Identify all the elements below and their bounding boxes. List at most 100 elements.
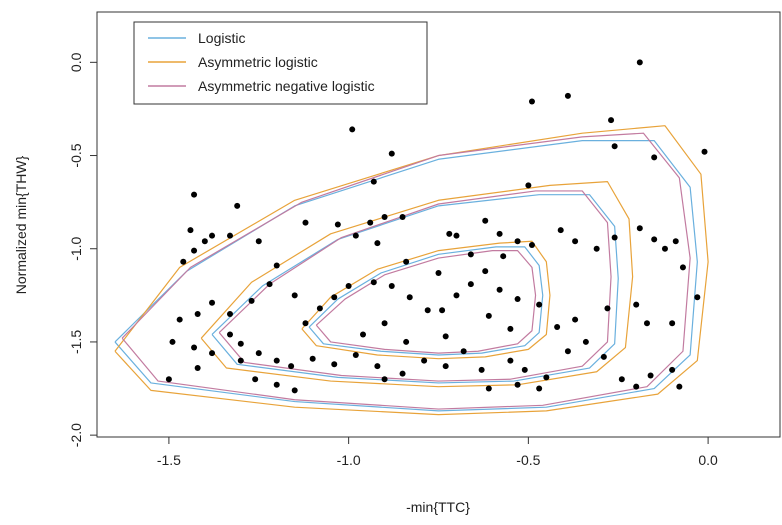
data-point [467, 281, 474, 288]
data-point [676, 383, 683, 390]
data-point [636, 225, 643, 232]
data-point [485, 385, 492, 392]
data-point [604, 305, 611, 312]
data-point [388, 150, 395, 157]
data-point [424, 307, 431, 314]
data-point [367, 219, 374, 226]
data-point [661, 245, 668, 252]
data-point [191, 344, 198, 351]
data-point [248, 297, 255, 304]
data-point [643, 320, 650, 327]
data-point [399, 214, 406, 221]
data-point [288, 363, 295, 370]
data-point [467, 251, 474, 258]
data-point [528, 242, 535, 249]
data-point [572, 316, 579, 323]
data-point [191, 247, 198, 254]
data-point [209, 350, 216, 357]
data-point [302, 219, 309, 226]
data-point [611, 234, 618, 241]
legend: Logistic Asymmetric logistic Asymmetric ne… [133, 21, 428, 105]
data-point [636, 59, 643, 66]
data-point [701, 148, 708, 155]
data-point [554, 324, 561, 331]
y-tick-label: -1.5 [68, 330, 84, 354]
data-point [316, 305, 323, 312]
data-point [543, 374, 550, 381]
data-point [334, 221, 341, 228]
contour-line [308, 246, 544, 356]
data-point [525, 182, 532, 189]
data-point [381, 320, 388, 327]
data-point [176, 316, 183, 323]
data-point [291, 387, 298, 394]
data-point [564, 348, 571, 355]
data-point [349, 126, 356, 133]
data-point [694, 294, 701, 301]
data-point [209, 232, 216, 239]
data-point [227, 232, 234, 239]
data-point [227, 310, 234, 317]
data-point [165, 376, 172, 383]
data-point [582, 338, 589, 345]
data-point [478, 366, 485, 373]
data-point [536, 385, 543, 392]
data-point [633, 301, 640, 308]
data-point [482, 268, 489, 275]
data-point [331, 361, 338, 368]
data-point [406, 294, 413, 301]
data-point [381, 214, 388, 221]
data-point [442, 363, 449, 370]
data-point [453, 232, 460, 239]
data-point [403, 258, 410, 265]
data-point [439, 307, 446, 314]
data-point [273, 357, 280, 364]
data-point [237, 357, 244, 364]
data-point [187, 227, 194, 234]
data-point [399, 370, 406, 377]
data-point [633, 383, 640, 390]
data-point [237, 340, 244, 347]
data-point [564, 92, 571, 99]
contour-line [114, 125, 709, 416]
data-point [593, 245, 600, 252]
data-point [291, 292, 298, 299]
x-axis-label: -min{TTC} [406, 499, 470, 515]
plot-area [114, 59, 709, 416]
data-point [381, 376, 388, 383]
data-point [169, 338, 176, 345]
data-point [651, 236, 658, 243]
data-point [514, 381, 521, 388]
data-point [273, 381, 280, 388]
data-point [388, 283, 395, 290]
data-point [679, 264, 686, 271]
legend-label: Logistic [198, 30, 245, 46]
x-tick-label: -1.5 [157, 452, 181, 468]
y-tick-label: -1.0 [68, 236, 84, 260]
data-point [651, 154, 658, 161]
data-point [255, 238, 262, 245]
data-point [374, 363, 381, 370]
data-point [194, 365, 201, 372]
y-axis-label: Normalized min{THW} [13, 155, 29, 294]
data-point [180, 258, 187, 265]
data-point [600, 353, 607, 360]
data-point [557, 227, 564, 234]
data-point [234, 202, 241, 209]
data-point [618, 376, 625, 383]
data-point [442, 333, 449, 340]
data-point [374, 240, 381, 247]
data-point [460, 348, 467, 355]
contour-line [114, 140, 698, 412]
x-tick-label: -0.5 [516, 452, 540, 468]
data-point [302, 320, 309, 327]
legend-box [133, 21, 428, 105]
data-point [669, 366, 676, 373]
data-point [201, 238, 208, 245]
data-point [345, 283, 352, 290]
data-point [500, 253, 507, 260]
data-point [331, 294, 338, 301]
x-tick-label: 0.0 [698, 452, 718, 468]
